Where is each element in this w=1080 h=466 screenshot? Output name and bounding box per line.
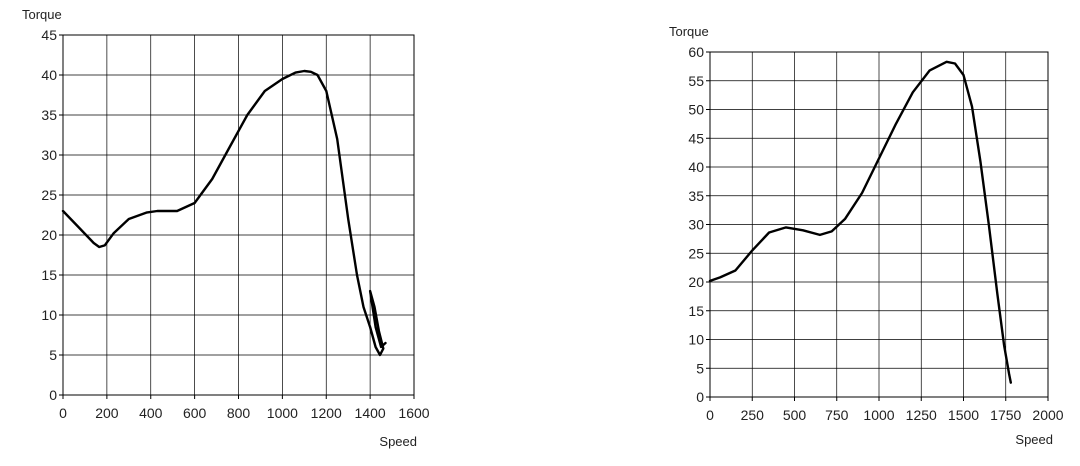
chart-1-y-tick-label: 10 [41, 307, 57, 323]
chart-2-x-tick-label: 1000 [863, 407, 894, 423]
chart-2-x-tick-label: 1500 [948, 407, 979, 423]
chart-2-x-tick-label: 1250 [906, 407, 937, 423]
chart-2-y-tick-label: 15 [688, 303, 704, 319]
chart-2-y-tick-label: 5 [696, 360, 704, 376]
chart-1-x-tick-label: 1600 [398, 405, 429, 421]
chart-1-torque-curve [61, 69, 387, 357]
chart-2-y-axis-label: Torque [669, 24, 709, 39]
chart-1-x-tick-label: 1200 [311, 405, 342, 421]
chart-2-y-tick-label: 50 [688, 102, 704, 118]
chart-1-grid [63, 35, 414, 395]
chart-2-x-tick-label: 0 [706, 407, 714, 423]
chart-1-x-tick-label: 0 [59, 405, 67, 421]
chart-1-x-tick-label: 1400 [355, 405, 386, 421]
chart-1-y-tick-label: 30 [41, 147, 57, 163]
chart-2-x-ticks: 0 250 500 750 1000 1250 1500 1750 2000 [706, 397, 1064, 423]
chart-1-x-axis-label: Speed [379, 434, 417, 449]
chart-1-x-tick-label: 1000 [267, 405, 298, 421]
chart-1-y-tick-label: 25 [41, 187, 57, 203]
chart-2-x-tick-label: 2000 [1032, 407, 1063, 423]
chart-2-y-tick-label: 35 [688, 188, 704, 204]
chart-1-y-tick-label: 5 [49, 347, 57, 363]
chart-2-x-tick-label: 1750 [990, 407, 1021, 423]
chart-2-grid [710, 52, 1048, 397]
chart-1-x-tick-label: 800 [227, 405, 251, 421]
chart-1-x-tick-label: 400 [139, 405, 163, 421]
chart-2-y-tick-label: 55 [688, 73, 704, 89]
chart-2-x-tick-label: 250 [741, 407, 765, 423]
chart-1-y-tick-label: 35 [41, 107, 57, 123]
chart-2-y-tick-label: 30 [688, 217, 704, 233]
chart-1-y-tick-label: 45 [41, 27, 57, 43]
chart-2-y-ticks: 0 5 10 15 20 25 30 35 40 45 50 55 60 [688, 44, 710, 405]
chart-2-x-tick-label: 500 [783, 407, 807, 423]
chart-2: Torque 0 5 10 15 20 25 30 35 40 45 50 55 60 0 250 500 7… [669, 24, 1064, 447]
chart-2-y-tick-label: 60 [688, 44, 704, 60]
chart-2-x-axis-label: Speed [1015, 432, 1053, 447]
chart-2-y-tick-label: 40 [688, 159, 704, 175]
chart-1-y-axis-label: Torque [22, 7, 62, 22]
chart-1-y-tick-label: 40 [41, 67, 57, 83]
chart-1-y-tick-label: 20 [41, 227, 57, 243]
chart-2-x-tick-label: 750 [825, 407, 849, 423]
chart-1-y-tick-label: 0 [49, 387, 57, 403]
chart-2-torque-curve [708, 60, 1012, 384]
chart-1-x-tick-label: 600 [183, 405, 207, 421]
chart-1-x-tick-label: 200 [95, 405, 119, 421]
chart-2-y-tick-label: 10 [688, 332, 704, 348]
chart-2-y-tick-label: 45 [688, 130, 704, 146]
chart-2-y-tick-label: 20 [688, 274, 704, 290]
chart-1-y-tick-label: 15 [41, 267, 57, 283]
chart-1-y-ticks: 0 5 10 15 20 25 30 35 40 45 [41, 27, 63, 403]
chart-2-y-tick-label: 0 [696, 389, 704, 405]
chart-2-y-tick-label: 25 [688, 245, 704, 261]
chart-1: Torque 0 5 10 15 20 25 30 35 40 45 0 200 400 600 800 1… [22, 7, 430, 449]
chart-1-x-ticks: 0 200 400 600 800 1000 1200 1400 1600 [59, 395, 430, 421]
